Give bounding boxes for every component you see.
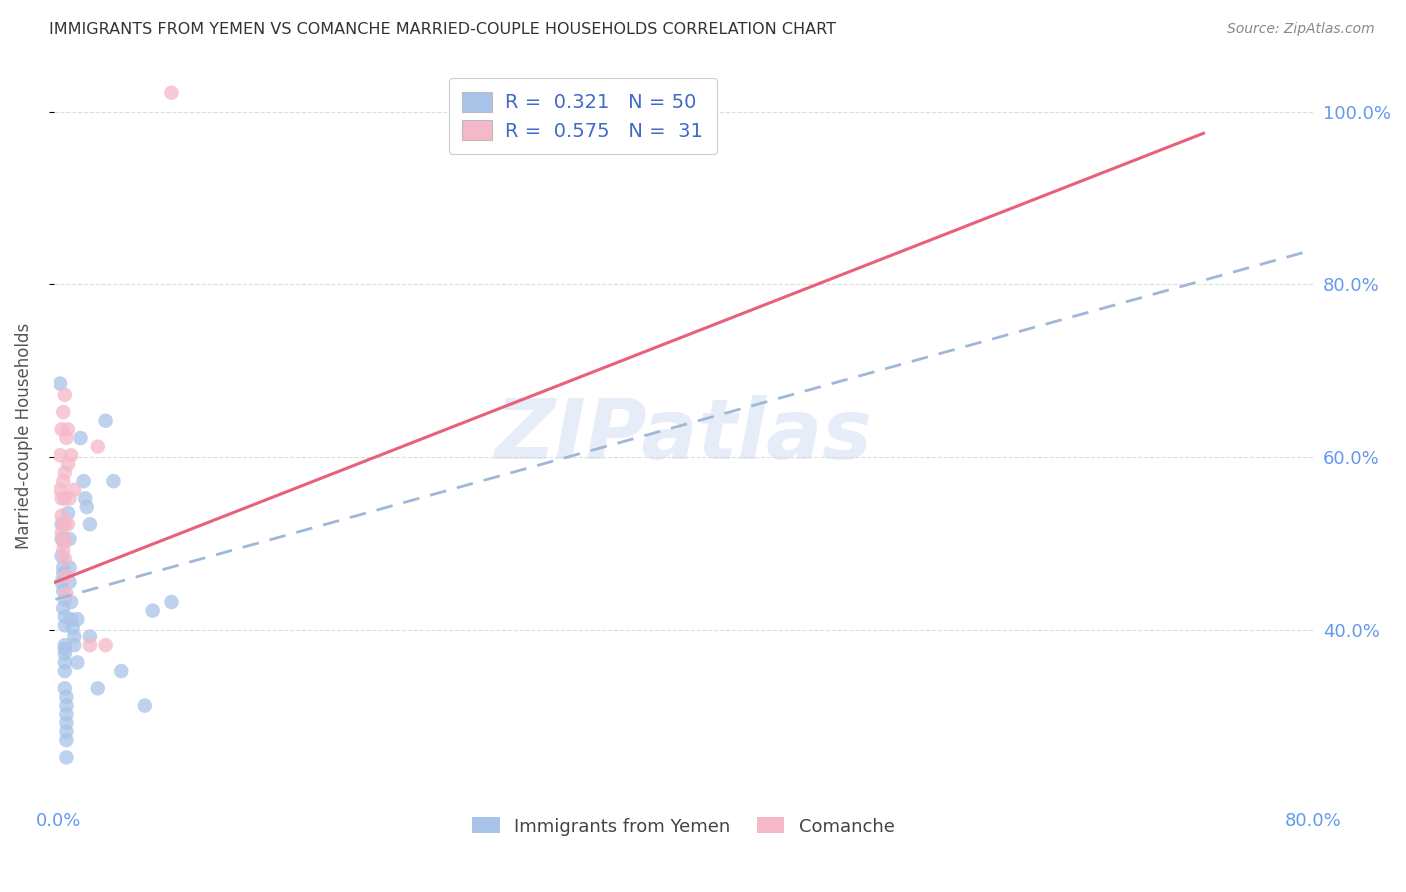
Point <box>142 604 165 618</box>
Point <box>55 715 77 730</box>
Point <box>51 532 73 546</box>
Point <box>52 532 75 546</box>
Point <box>52 566 75 581</box>
Point <box>69 431 91 445</box>
Point <box>94 414 117 428</box>
Point <box>103 474 125 488</box>
Point <box>87 681 110 696</box>
Point <box>52 583 75 598</box>
Point <box>53 641 76 656</box>
Point <box>55 733 77 747</box>
Point <box>79 630 101 644</box>
Point <box>55 698 77 713</box>
Point <box>55 586 77 600</box>
Point <box>79 517 101 532</box>
Point <box>53 618 76 632</box>
Point <box>56 517 79 532</box>
Point <box>87 440 110 454</box>
Text: IMMIGRANTS FROM YEMEN VS COMANCHE MARRIED-COUPLE HOUSEHOLDS CORRELATION CHART: IMMIGRANTS FROM YEMEN VS COMANCHE MARRIE… <box>49 22 837 37</box>
Point <box>52 474 75 488</box>
Point <box>66 656 89 670</box>
Point <box>53 534 76 549</box>
Point <box>60 595 83 609</box>
Point <box>56 457 79 471</box>
Point <box>79 638 101 652</box>
Point <box>60 448 83 462</box>
Point <box>53 592 76 607</box>
Point <box>55 690 77 704</box>
Point <box>55 750 77 764</box>
Point <box>55 707 77 722</box>
Point <box>52 534 75 549</box>
Point <box>53 517 76 532</box>
Point <box>58 532 80 546</box>
Point <box>49 448 72 462</box>
Text: ZIPatlas: ZIPatlas <box>495 395 873 476</box>
Point <box>51 491 73 506</box>
Y-axis label: Married-couple Households: Married-couple Households <box>15 322 32 549</box>
Point <box>52 601 75 615</box>
Point <box>51 549 73 564</box>
Text: Source: ZipAtlas.com: Source: ZipAtlas.com <box>1227 22 1375 37</box>
Point <box>62 621 84 635</box>
Point <box>160 86 183 100</box>
Point <box>51 422 73 436</box>
Point <box>55 431 77 445</box>
Point <box>63 638 86 652</box>
Point <box>53 638 76 652</box>
Point <box>58 575 80 590</box>
Point <box>55 724 77 739</box>
Point <box>134 698 156 713</box>
Point <box>52 560 75 574</box>
Point <box>53 681 76 696</box>
Point <box>55 569 77 583</box>
Point <box>53 466 76 480</box>
Point <box>58 491 80 506</box>
Point <box>53 551 76 566</box>
Point <box>52 517 75 532</box>
Point <box>63 630 86 644</box>
Point <box>94 638 117 652</box>
Point <box>51 517 73 532</box>
Point <box>53 656 76 670</box>
Point <box>76 500 98 514</box>
Point <box>56 422 79 436</box>
Point <box>63 483 86 497</box>
Point <box>60 612 83 626</box>
Point <box>51 525 73 540</box>
Point <box>53 647 76 661</box>
Point <box>53 664 76 678</box>
Point <box>49 483 72 497</box>
Point <box>72 474 94 488</box>
Point <box>51 508 73 523</box>
Point <box>53 388 76 402</box>
Point <box>66 612 89 626</box>
Point <box>56 506 79 520</box>
Point <box>53 491 76 506</box>
Point <box>53 609 76 624</box>
Point <box>49 376 72 391</box>
Point <box>160 595 183 609</box>
Point <box>110 664 132 678</box>
Point <box>75 491 97 506</box>
Legend: Immigrants from Yemen, Comanche: Immigrants from Yemen, Comanche <box>464 808 904 845</box>
Point <box>52 543 75 558</box>
Point <box>58 560 80 574</box>
Point <box>51 575 73 590</box>
Point <box>52 405 75 419</box>
